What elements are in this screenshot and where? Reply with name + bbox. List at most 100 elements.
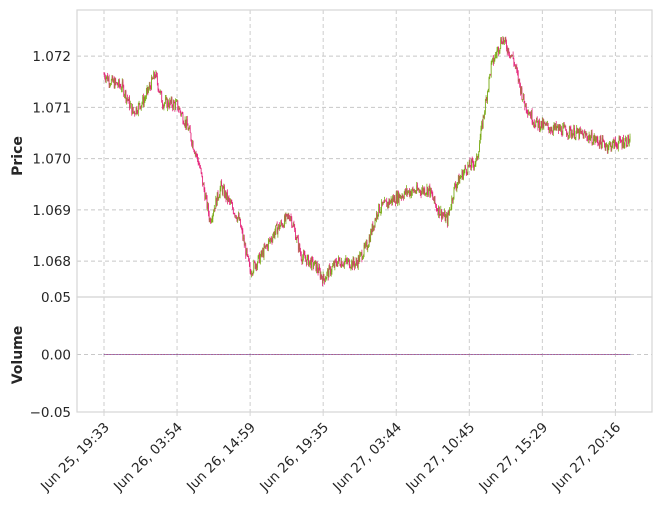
candle-body — [604, 145, 606, 149]
volume-panel-frame — [76, 296, 653, 413]
candle-body — [402, 195, 404, 198]
candle-body — [475, 158, 477, 164]
candle-body — [552, 127, 554, 133]
candle-body — [362, 258, 363, 260]
candle-body — [390, 198, 392, 202]
candle-body — [535, 121, 537, 127]
candle-body — [593, 138, 594, 144]
candle-body — [500, 39, 502, 49]
candle-body — [561, 134, 563, 136]
candle-body — [610, 143, 612, 150]
candle-body — [449, 209, 450, 214]
candle-body — [444, 211, 446, 222]
candle-body — [433, 198, 434, 201]
candle-body — [167, 100, 169, 106]
candle-body — [564, 126, 566, 127]
candle-body — [386, 201, 388, 207]
candle-body — [541, 119, 543, 128]
candle-body — [333, 263, 334, 266]
candle-body — [165, 98, 166, 103]
candle-body — [517, 72, 519, 82]
candle-body — [258, 253, 260, 256]
candle-body — [293, 224, 295, 228]
candle-body — [321, 274, 323, 279]
candle-body — [398, 194, 400, 203]
candle-body — [156, 75, 158, 84]
candle-body — [598, 143, 599, 145]
candle-body — [387, 202, 388, 207]
candle-body — [434, 196, 436, 204]
candle-body — [110, 84, 111, 86]
candle-body — [324, 278, 325, 282]
candle-body — [162, 106, 164, 108]
volume-axis-ticks: −0.05 0.00 0.05 — [30, 290, 71, 421]
candle-body — [398, 192, 399, 203]
candle-body — [566, 134, 568, 136]
candle-body — [360, 252, 362, 254]
candle-body — [566, 130, 567, 136]
candle-body — [515, 66, 517, 68]
candle-body — [142, 96, 144, 103]
candle-body — [166, 97, 168, 108]
candle-body — [307, 255, 309, 258]
candle-body — [393, 196, 395, 201]
candle-body — [199, 164, 201, 168]
candle-body — [105, 77, 107, 81]
candle-body — [558, 125, 559, 131]
volume-tick-label: −0.05 — [30, 405, 71, 421]
candle-body — [628, 141, 630, 144]
candle-body — [615, 143, 617, 145]
candle-body — [297, 238, 299, 250]
candle-body — [540, 121, 542, 128]
candle-body — [283, 225, 285, 228]
candle-body — [366, 242, 368, 250]
candle-body — [441, 214, 443, 219]
candle-body — [424, 188, 426, 195]
candle-body — [364, 245, 366, 247]
candle-body — [337, 261, 339, 267]
candle-body — [111, 76, 113, 80]
candle-body — [591, 132, 593, 144]
candle-body — [518, 78, 520, 82]
candle-body — [623, 145, 625, 148]
candle-body — [528, 112, 530, 115]
candle-body — [352, 258, 354, 268]
candle-body — [306, 257, 308, 265]
candle-body — [232, 203, 233, 209]
price-tick-label: 1.069 — [32, 203, 71, 219]
candle-body — [523, 94, 525, 103]
candle-body — [464, 166, 466, 171]
candle-body — [315, 260, 317, 271]
candle-body — [431, 193, 433, 195]
candle-body — [385, 200, 387, 202]
candle-body — [108, 77, 109, 81]
candle-body — [167, 100, 168, 108]
candle-body — [360, 253, 361, 255]
candle-body — [503, 38, 504, 43]
candle-body — [140, 106, 141, 109]
candle-body — [368, 245, 369, 248]
candle-body — [231, 203, 233, 204]
candle-body — [184, 124, 185, 125]
candle-body — [345, 258, 347, 262]
candle-body — [234, 213, 236, 216]
candle-body — [178, 109, 179, 110]
candle-body — [250, 271, 252, 275]
candle-body — [350, 267, 352, 268]
candle-body — [219, 188, 221, 196]
candle-body — [317, 270, 319, 273]
candle-body — [175, 101, 176, 109]
candle-body — [126, 97, 127, 101]
candle-body — [214, 207, 216, 209]
candle-body — [301, 260, 303, 262]
candle-body — [276, 224, 278, 235]
candle-body — [110, 79, 112, 85]
candle-body — [466, 169, 467, 173]
candle-body — [203, 183, 205, 191]
candle-body — [614, 139, 616, 149]
candle-body — [379, 204, 380, 213]
candle-body — [599, 136, 601, 147]
candle-body — [405, 189, 407, 194]
candle-body — [346, 260, 348, 263]
